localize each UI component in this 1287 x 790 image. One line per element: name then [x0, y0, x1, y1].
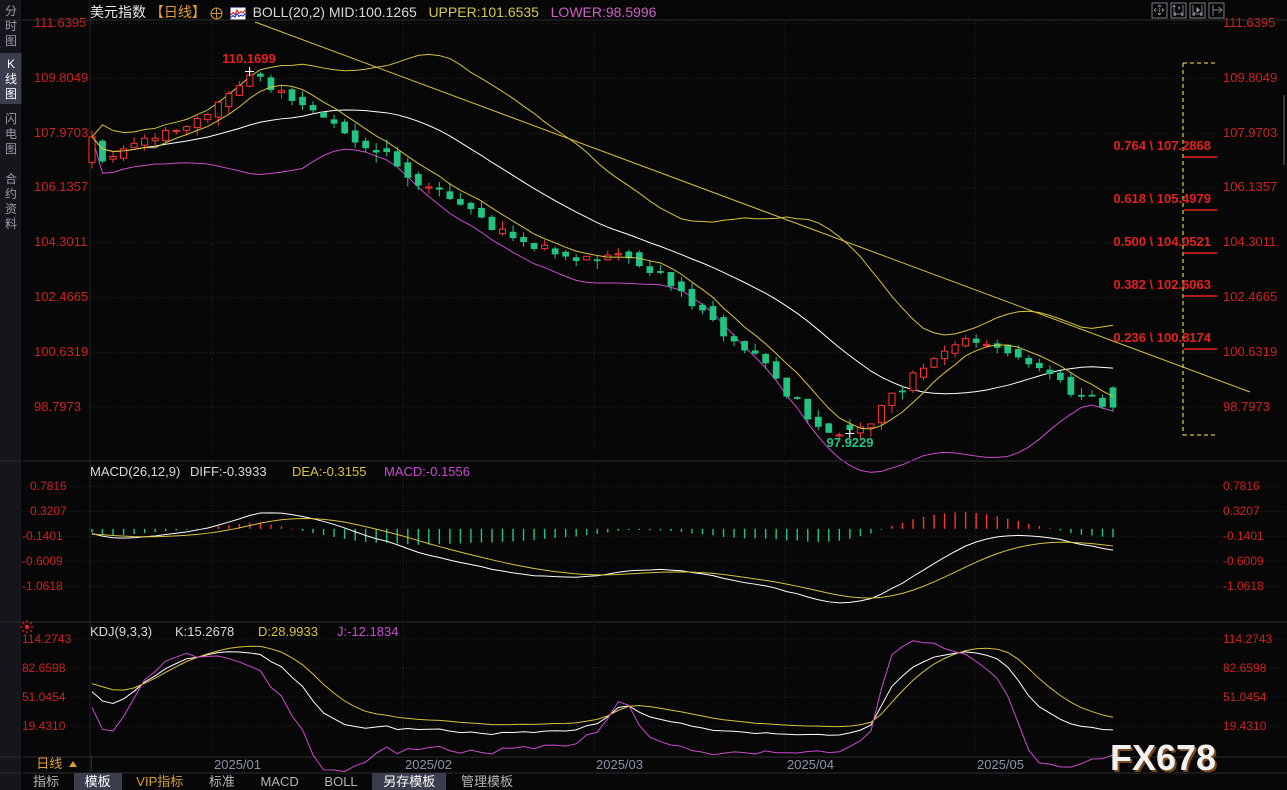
svg-text:2025/03: 2025/03: [596, 757, 643, 772]
svg-text:2025/02: 2025/02: [405, 757, 452, 772]
svg-text:2025/04: 2025/04: [787, 757, 834, 772]
svg-text:2025/05: 2025/05: [977, 757, 1024, 772]
svg-text:2025/01: 2025/01: [214, 757, 261, 772]
